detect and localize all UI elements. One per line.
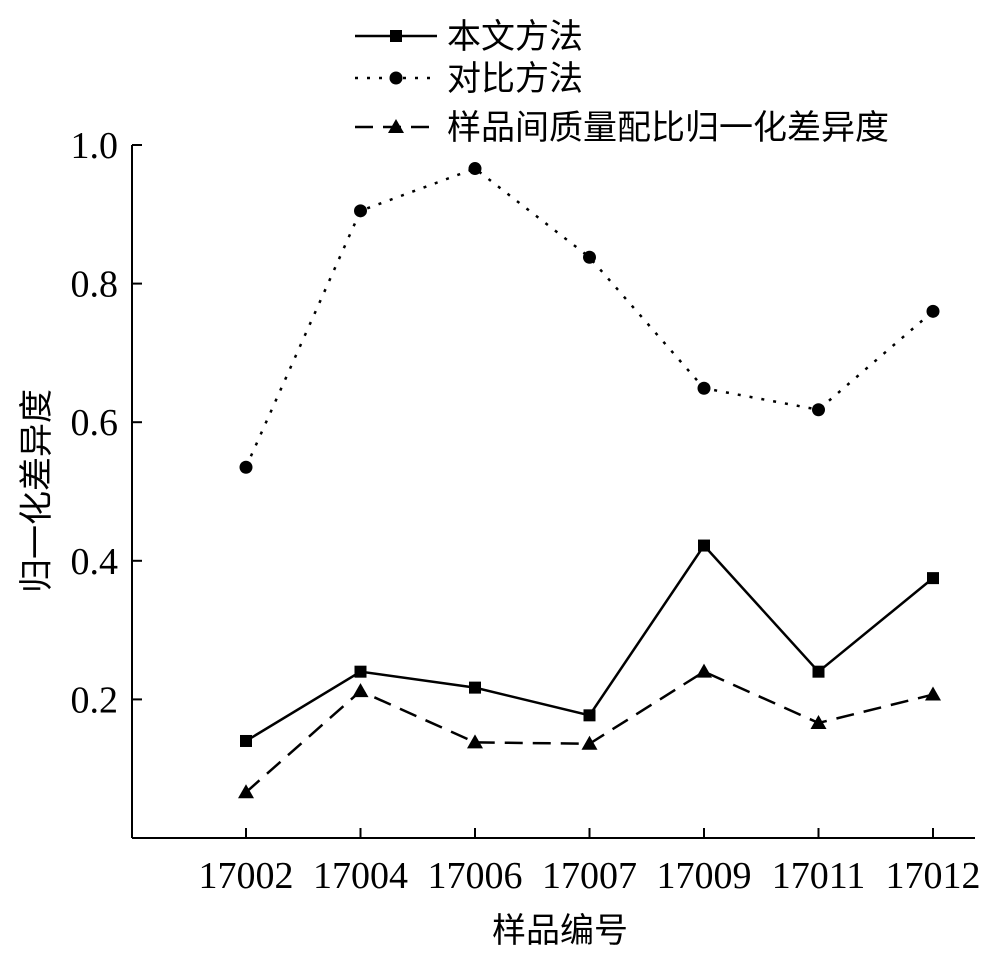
- data-point: [581, 735, 598, 750]
- data-point: [926, 304, 940, 318]
- series-layer: [238, 162, 941, 799]
- legend-label: 本文方法: [447, 17, 583, 57]
- data-point: [697, 381, 711, 395]
- data-point: [240, 734, 252, 747]
- y-tick-label: 0.8: [71, 264, 119, 306]
- data-point: [467, 734, 483, 749]
- legend-label: 样品间质量配比归一化差异度: [447, 108, 889, 148]
- legend-item: 本文方法: [355, 17, 583, 57]
- x-tick-label: 17004: [313, 855, 408, 897]
- data-point: [352, 683, 369, 698]
- y-axis-label: 归一化差异度: [17, 389, 57, 593]
- y-tick-label: 0.6: [71, 402, 119, 444]
- data-point: [239, 460, 253, 474]
- data-point: [925, 686, 941, 701]
- x-tick-label: 17007: [542, 855, 637, 897]
- data-point: [812, 665, 825, 678]
- legend-label: 对比方法: [447, 59, 583, 99]
- x-tick-label: 17002: [199, 855, 294, 897]
- x-tick-label: 17011: [772, 855, 866, 897]
- data-point: [354, 665, 367, 678]
- data-point: [583, 709, 596, 722]
- data-point: [468, 162, 482, 176]
- legend-marker: [388, 119, 404, 133]
- data-point: [696, 663, 712, 678]
- x-ticks: 17002 17004 17006 17007 17009 17011 17012: [199, 828, 981, 897]
- legend-item: 对比方法: [355, 59, 583, 99]
- x-tick-label: 17012: [886, 855, 981, 897]
- series-line: [245, 670, 934, 794]
- y-ticks: 0.2 0.4 0.6 0.8 1.0: [71, 125, 142, 721]
- series-3: [238, 663, 941, 799]
- x-tick-label: 17009: [657, 855, 752, 897]
- x-axis-label: 样品编号: [492, 911, 628, 951]
- data-point: [238, 784, 254, 799]
- axes: [131, 145, 975, 839]
- data-point: [698, 539, 710, 552]
- y-tick-label: 0.4: [71, 541, 119, 583]
- data-point: [927, 572, 939, 585]
- series-line: [244, 167, 934, 468]
- data-point: [583, 250, 596, 264]
- legend-item: 样品间质量配比归一化差异度: [355, 108, 889, 148]
- data-point: [354, 204, 367, 218]
- data-point: [810, 714, 827, 729]
- series-2: [239, 162, 940, 474]
- x-tick-label: 17006: [428, 855, 523, 897]
- series-1: [240, 539, 939, 747]
- legend-marker: [389, 71, 403, 85]
- y-tick-label: 1.0: [71, 125, 119, 167]
- legend-marker: [390, 30, 402, 42]
- data-point: [469, 681, 481, 694]
- y-tick-label: 0.2: [71, 679, 119, 721]
- data-point: [812, 403, 825, 417]
